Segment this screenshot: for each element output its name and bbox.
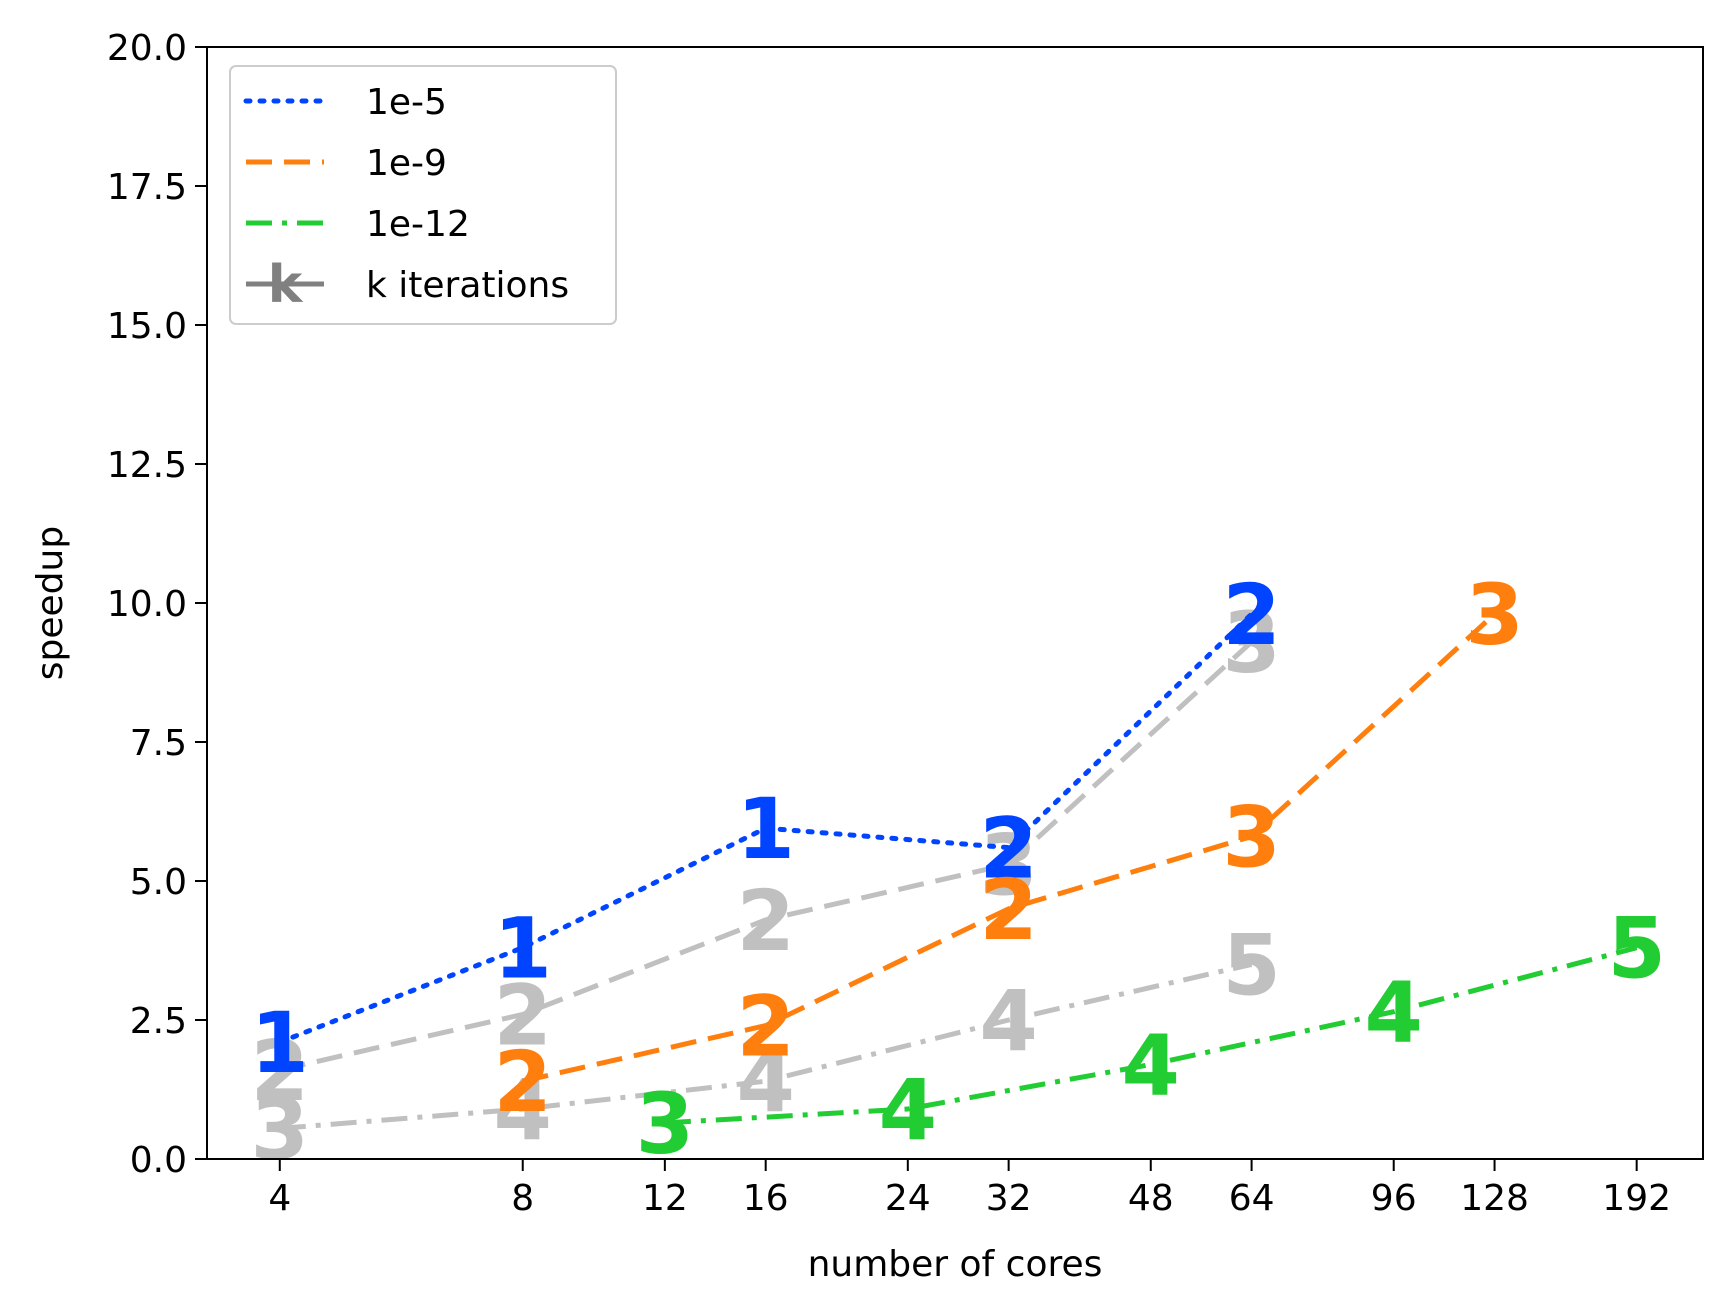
legend-label: 1e-9 (366, 143, 447, 184)
legend-entry: 1e-12 (246, 204, 470, 245)
data-point-label: 3 (979, 816, 1037, 914)
y-axis-label: speedup (30, 526, 71, 680)
data-point-label: 2 (736, 978, 794, 1076)
series-line-4 (279, 961, 1253, 1131)
data-point-label: 2 (494, 966, 552, 1064)
legend: 1e-5 1e-9 1e-12 k k iterations (229, 65, 617, 325)
x-tick-label: 12 (642, 1178, 688, 1219)
x-tick-label: 96 (1371, 1178, 1417, 1219)
y-tick-label: 5.0 (130, 862, 187, 903)
axes-layer: 4 8 12 16 24 32 48 64 96 128 1920.02.55.07.510.012… (107, 28, 1704, 1219)
x-tick-label: 24 (885, 1178, 931, 1219)
series-line-2 (664, 945, 1638, 1126)
y-tick-label: 2.5 (130, 1001, 187, 1042)
x-tick-label: 64 (1229, 1178, 1275, 1219)
legend-label: 1e-5 (366, 82, 447, 123)
legend-entry: 1e-9 (246, 143, 447, 184)
y-tick-label: 0.0 (130, 1140, 187, 1181)
x-tick-label: 4 (268, 1178, 291, 1219)
x-tick-label: 16 (743, 1178, 789, 1219)
data-point-label: 2 (1222, 566, 1280, 664)
series-line-3 (279, 640, 1254, 1073)
y-tick-label: 10.0 (107, 584, 187, 625)
x-axis-label: number of cores (808, 1244, 1103, 1285)
data-point-label: 2 (979, 861, 1037, 959)
data-point-label: 2 (251, 1022, 309, 1120)
data-point-label: 3 (1465, 566, 1523, 664)
legend-entry: k k iterations (246, 255, 569, 315)
data-point-label: 1 (736, 780, 794, 878)
data-point-label: 3 (1222, 594, 1280, 692)
data-point-label: 5 (1607, 900, 1665, 998)
x-tick-label: 48 (1128, 1178, 1174, 1219)
legend-frame (229, 65, 617, 325)
data-point-label: 4 (1122, 1016, 1180, 1114)
data-point-label: 2 (494, 1033, 552, 1131)
data-point-label: 1 (494, 900, 552, 998)
data-point-label: 4 (1364, 964, 1422, 1062)
data-point-label: 3 (1222, 789, 1280, 887)
x-tick-label: 8 (511, 1178, 534, 1219)
x-tick-label: 32 (986, 1178, 1032, 1219)
data-point-label: 4 (979, 972, 1037, 1070)
y-tick-label: 15.0 (107, 306, 187, 347)
data-point-label: 2 (979, 800, 1037, 898)
y-tick-label: 7.5 (130, 723, 187, 764)
y-tick-label: 12.5 (107, 445, 187, 486)
series-2: 3 4 445 (636, 900, 1666, 1173)
legend-label: k iterations (366, 265, 569, 306)
data-point-label: 1 (251, 994, 309, 1092)
data-point-label: 5 (1222, 916, 1280, 1014)
x-tick-label: 192 (1602, 1178, 1671, 1219)
y-tick-label: 17.5 (107, 167, 187, 208)
x-tick-label: 128 (1460, 1178, 1529, 1219)
legend-label: 1e-12 (366, 204, 470, 245)
data-point-label: 2 (736, 872, 794, 970)
series-line-0 (277, 611, 1255, 1045)
series-0: 111 22 (251, 566, 1281, 1092)
data-point-label: 3 (636, 1075, 694, 1173)
y-tick-label: 20.0 (107, 28, 187, 69)
legend-entry: 1e-5 (243, 82, 447, 123)
series-line-1 (522, 612, 1497, 1084)
legend-marker: k (268, 255, 304, 315)
series-4: 3 4 445 (251, 916, 1281, 1178)
data-point-label: 4 (879, 1061, 937, 1159)
